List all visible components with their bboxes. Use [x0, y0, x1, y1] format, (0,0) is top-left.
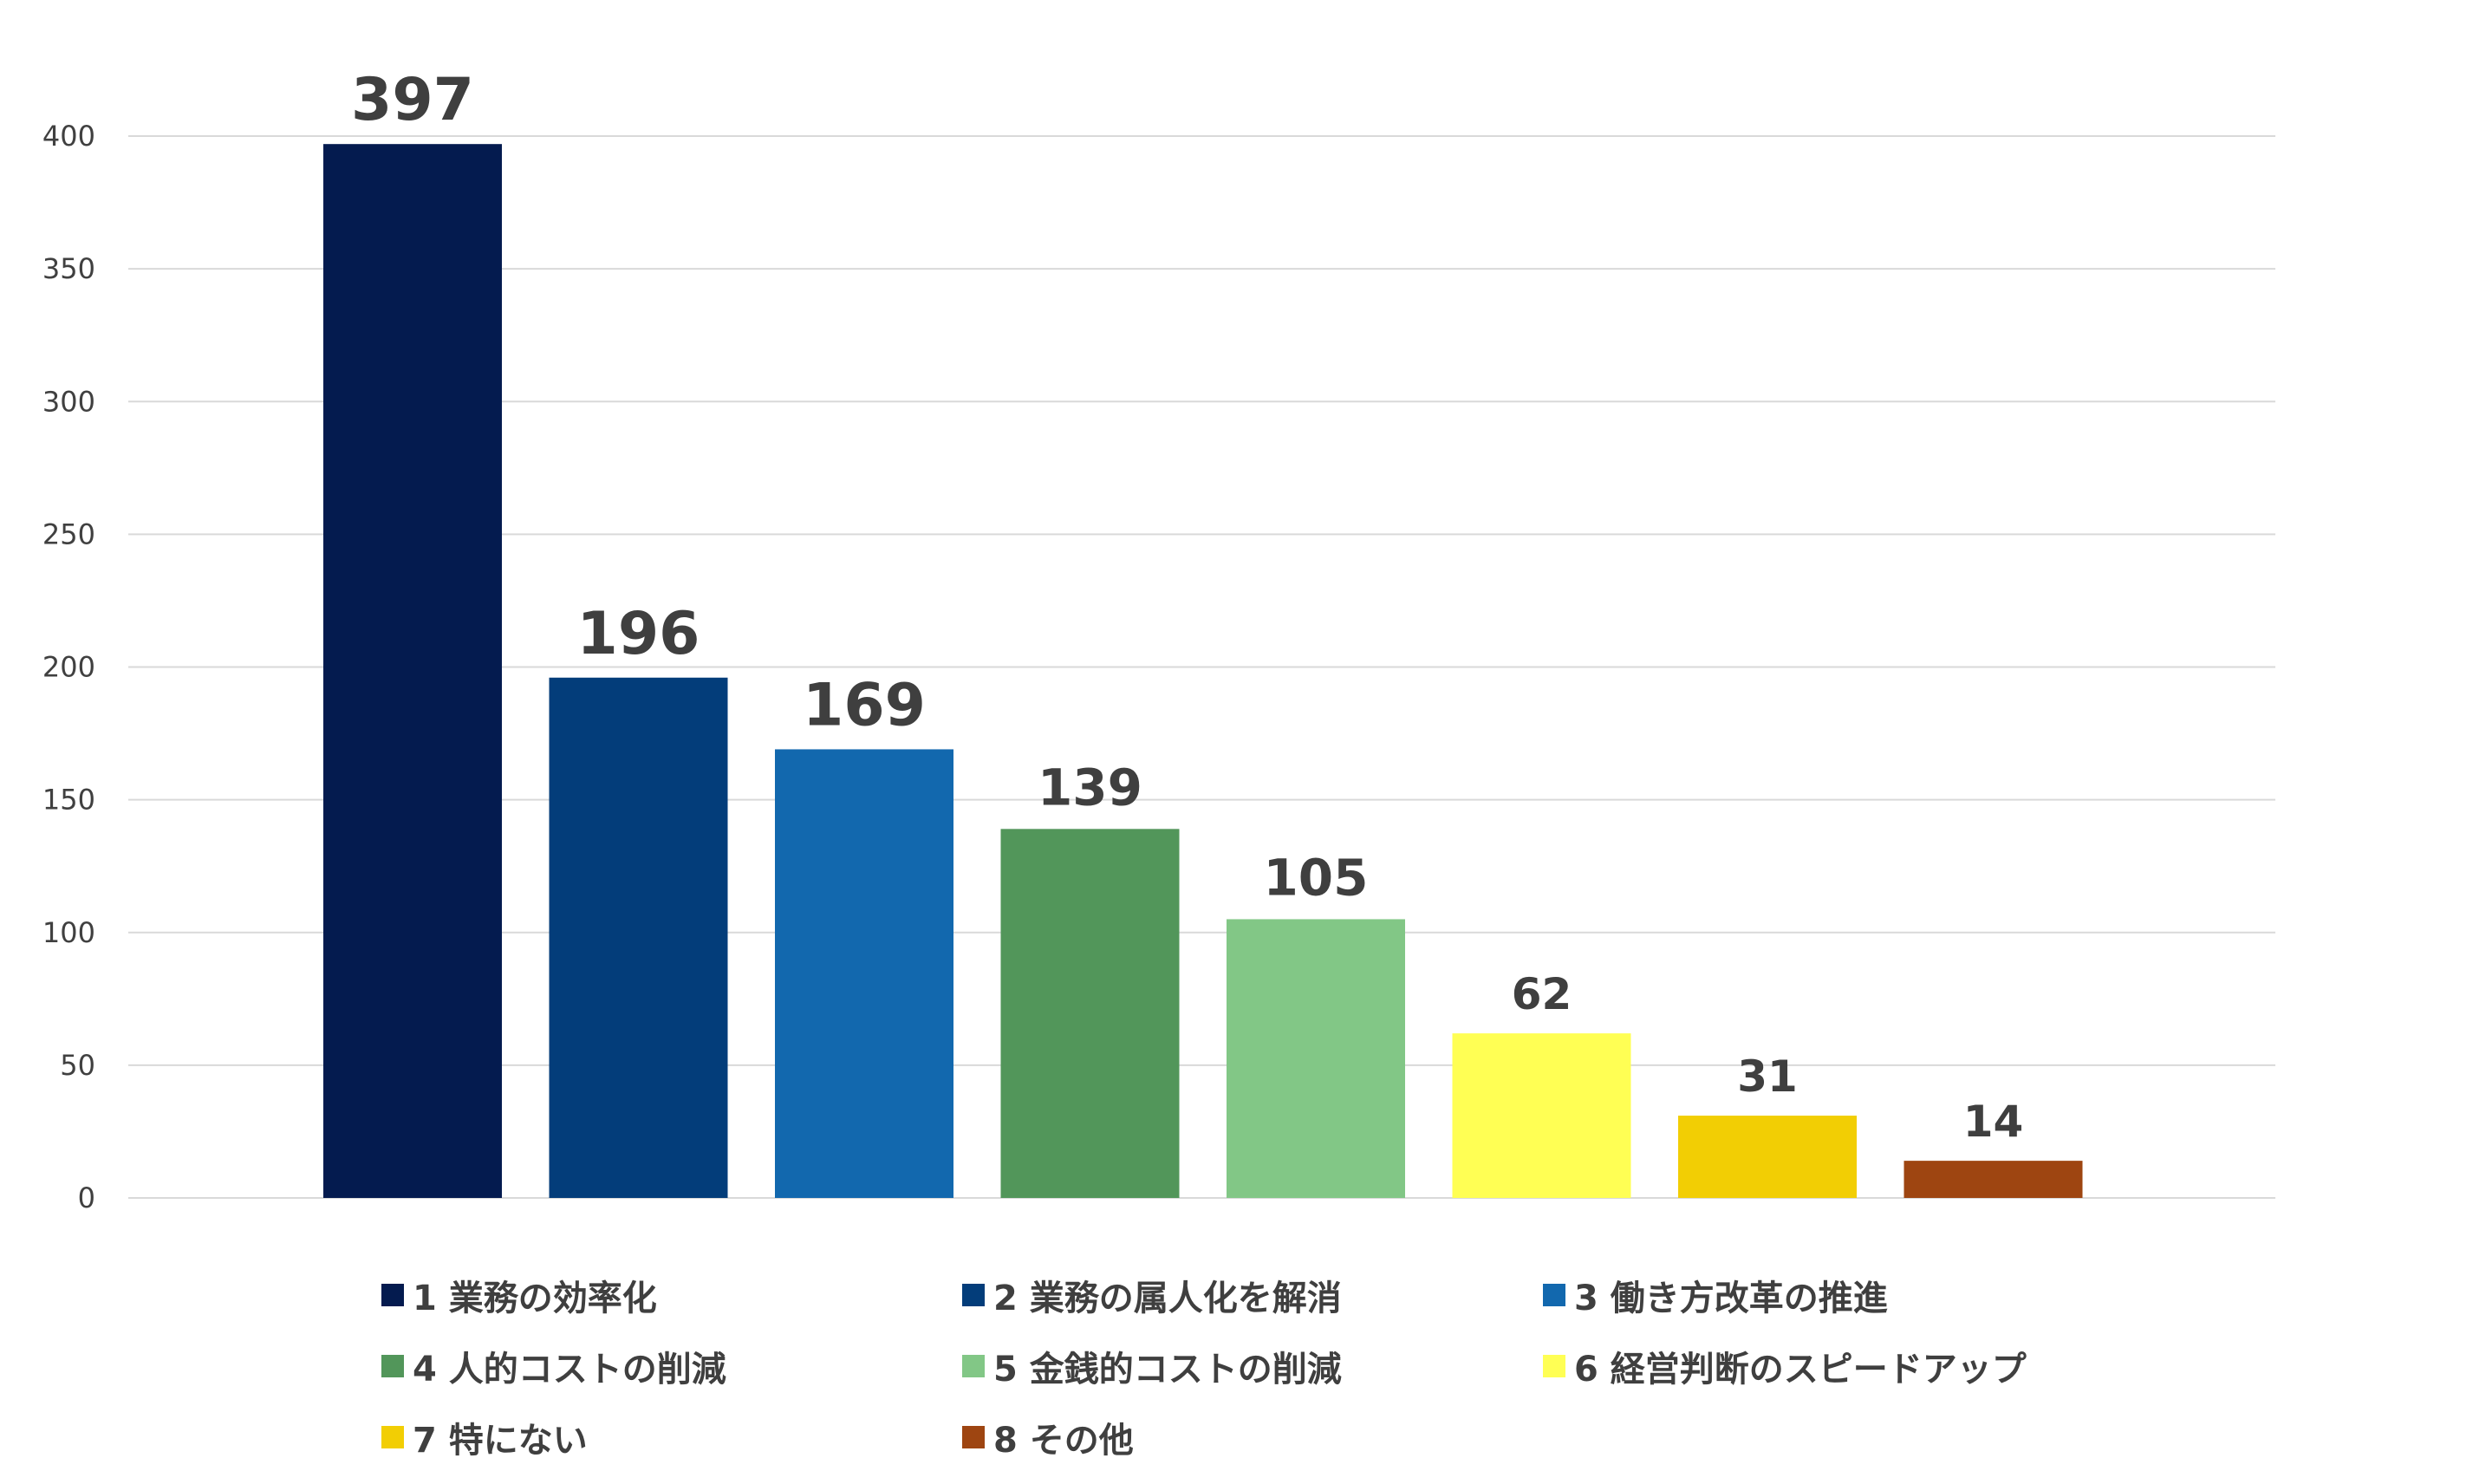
legend-label: 8 その他: [993, 1421, 1134, 1461]
legend-swatch: [962, 1284, 985, 1306]
bar-3: [775, 749, 953, 1198]
bar-value-label: 14: [1963, 1097, 2024, 1147]
y-tick-label: 350: [42, 252, 95, 285]
bar-value-label: 62: [1512, 969, 1572, 1019]
y-tick-label: 300: [42, 385, 95, 418]
legend-item: 4 人的コストの削減: [381, 1345, 962, 1390]
legend-item: 6 経営判断のスピードアップ: [1543, 1345, 2202, 1390]
legend-label: 6 経営判断のスピードアップ: [1574, 1350, 2027, 1390]
bar-value-label: 169: [803, 671, 926, 739]
bar-value-label: 31: [1737, 1051, 1798, 1102]
legend-label: 7 特にない: [413, 1421, 588, 1461]
bar-value-label: 105: [1263, 848, 1368, 907]
y-tick-label: 250: [42, 517, 95, 550]
legend-item: 3 働き方改革の推進: [1543, 1274, 2202, 1318]
bar-6: [1452, 1033, 1631, 1198]
bar-8: [1904, 1161, 2083, 1198]
bar-4: [1000, 829, 1180, 1198]
legend-swatch: [381, 1284, 404, 1306]
legend-swatch: [381, 1426, 404, 1448]
legend-item: 8 その他: [962, 1416, 1543, 1461]
chart-legend: 1 業務の効率化 2 業務の属人化を解消 3 働き方改革の推進 4 人的コストの削減 5…: [381, 1274, 2202, 1461]
legend-label: 3 働き方改革の推進: [1574, 1279, 1888, 1318]
legend-item: 5 金銭的コストの削減: [962, 1345, 1543, 1390]
legend-label: 2 業務の属人化を解消: [993, 1279, 1342, 1318]
bar-1: [323, 144, 502, 1198]
bar-7: [1678, 1116, 1857, 1198]
bar-value-label: 139: [1038, 758, 1142, 817]
bar-value-label: 196: [577, 600, 700, 668]
y-tick-label: 150: [42, 784, 95, 817]
legend-label: 4 人的コストの削減: [413, 1350, 726, 1390]
y-tick-label: 100: [42, 916, 95, 949]
legend-swatch: [381, 1355, 404, 1377]
bar-5: [1227, 919, 1405, 1198]
bar-value-label: 397: [351, 66, 474, 134]
legend-swatch: [962, 1355, 985, 1377]
legend-swatch: [1543, 1284, 1565, 1306]
y-tick-label: 200: [42, 651, 95, 684]
legend-swatch: [962, 1426, 985, 1448]
legend-label: 1 業務の効率化: [413, 1279, 657, 1318]
legend-label: 5 金銭的コストの削減: [993, 1350, 1342, 1390]
y-tick-label: 50: [60, 1049, 95, 1082]
legend-swatch: [1543, 1355, 1565, 1377]
legend-item: 2 業務の属人化を解消: [962, 1274, 1543, 1318]
legend-item: 7 特にない: [381, 1416, 962, 1461]
y-tick-label: 400: [42, 120, 95, 153]
bar-2: [549, 677, 728, 1198]
y-tick-label: 0: [78, 1181, 95, 1214]
legend-item: 1 業務の効率化: [381, 1274, 962, 1318]
